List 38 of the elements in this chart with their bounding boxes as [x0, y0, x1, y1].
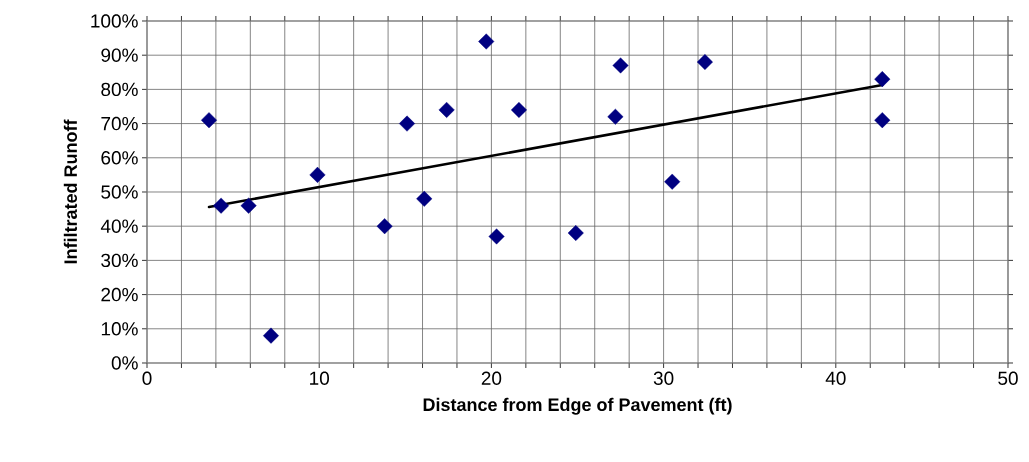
point: [696, 54, 713, 71]
point: [478, 33, 495, 50]
x-tick-label: 20: [481, 371, 502, 385]
y-tick-label: 20%: [101, 287, 138, 302]
point: [376, 218, 393, 235]
point: [874, 112, 891, 129]
point: [309, 166, 326, 183]
point: [263, 327, 279, 344]
y-tick-label: 60%: [101, 151, 138, 165]
x-axis-title: Distance from Edge of Pavement (ft): [423, 397, 732, 415]
point: [567, 225, 584, 242]
point: [201, 112, 217, 129]
x-tick-label: 30: [653, 371, 674, 385]
point: [510, 101, 527, 118]
x-tick-label: 10: [310, 371, 330, 385]
point: [240, 197, 257, 214]
x-tick-label: 50: [998, 371, 1018, 385]
y-tick-label: 10%: [101, 322, 138, 336]
point: [874, 71, 891, 88]
point: [213, 197, 230, 214]
y-tick-label: 80%: [101, 82, 138, 97]
point: [664, 173, 681, 190]
y-tick-label: 0%: [111, 356, 138, 370]
y-tick-label: 50%: [101, 185, 138, 199]
point: [416, 190, 433, 207]
y-tick-label: 70%: [101, 116, 138, 131]
point: [488, 228, 505, 245]
y-tick-label: 100%: [91, 14, 138, 28]
x-tick-label: 0: [142, 371, 152, 385]
point: [612, 57, 629, 74]
y-tick-label: 40%: [100, 219, 138, 233]
point: [438, 101, 455, 118]
point: [607, 108, 624, 125]
y-tick-label: 90%: [101, 48, 138, 62]
y-axis-title: Infiltrated Runoff: [63, 119, 78, 264]
point: [399, 115, 415, 132]
x-tick-label: 40: [825, 371, 846, 385]
y-tick-label: 30%: [101, 253, 138, 268]
